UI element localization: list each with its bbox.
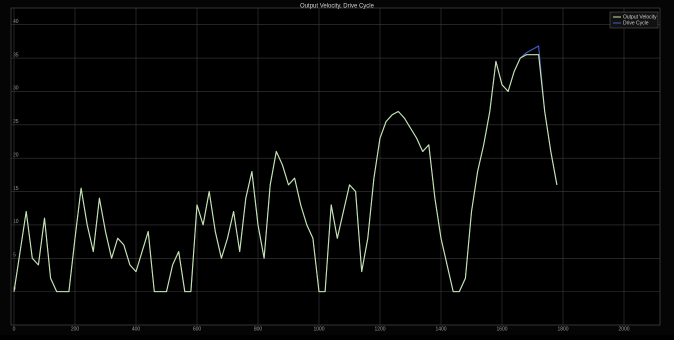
chart-title: Output Velocity, Drive Cycle: [300, 4, 375, 10]
y-tick-label: 10: [13, 219, 19, 225]
x-tick-label: 2000: [618, 326, 629, 332]
legend-label: Output Velocity: [623, 14, 657, 20]
series-line: [13, 54, 558, 293]
plot-area: [10, 7, 661, 326]
y-tick-label: 5: [13, 253, 16, 259]
x-tick-label: 1200: [374, 326, 385, 332]
y-tick-label: 25: [13, 119, 19, 125]
x-tick-label: 600: [193, 326, 202, 332]
legend-label: Drive Cycle: [623, 20, 649, 26]
x-tick-label: 200: [71, 326, 80, 332]
y-tick-label: 40: [13, 19, 19, 25]
y-tick-label: 20: [13, 152, 19, 158]
x-tick-label: 1800: [557, 326, 568, 332]
x-tick-label: 800: [254, 326, 263, 332]
legend-box: [609, 11, 659, 29]
y-tick-label: 15: [13, 186, 19, 192]
x-tick-label: 0: [13, 326, 16, 332]
x-tick-label: 1600: [496, 326, 507, 332]
y-tick-label: 35: [13, 52, 19, 58]
x-tick-label: 1400: [435, 326, 446, 332]
x-tick-label: 400: [132, 326, 141, 332]
y-tick-label: 30: [13, 86, 19, 92]
x-tick-label: 1000: [313, 326, 324, 332]
